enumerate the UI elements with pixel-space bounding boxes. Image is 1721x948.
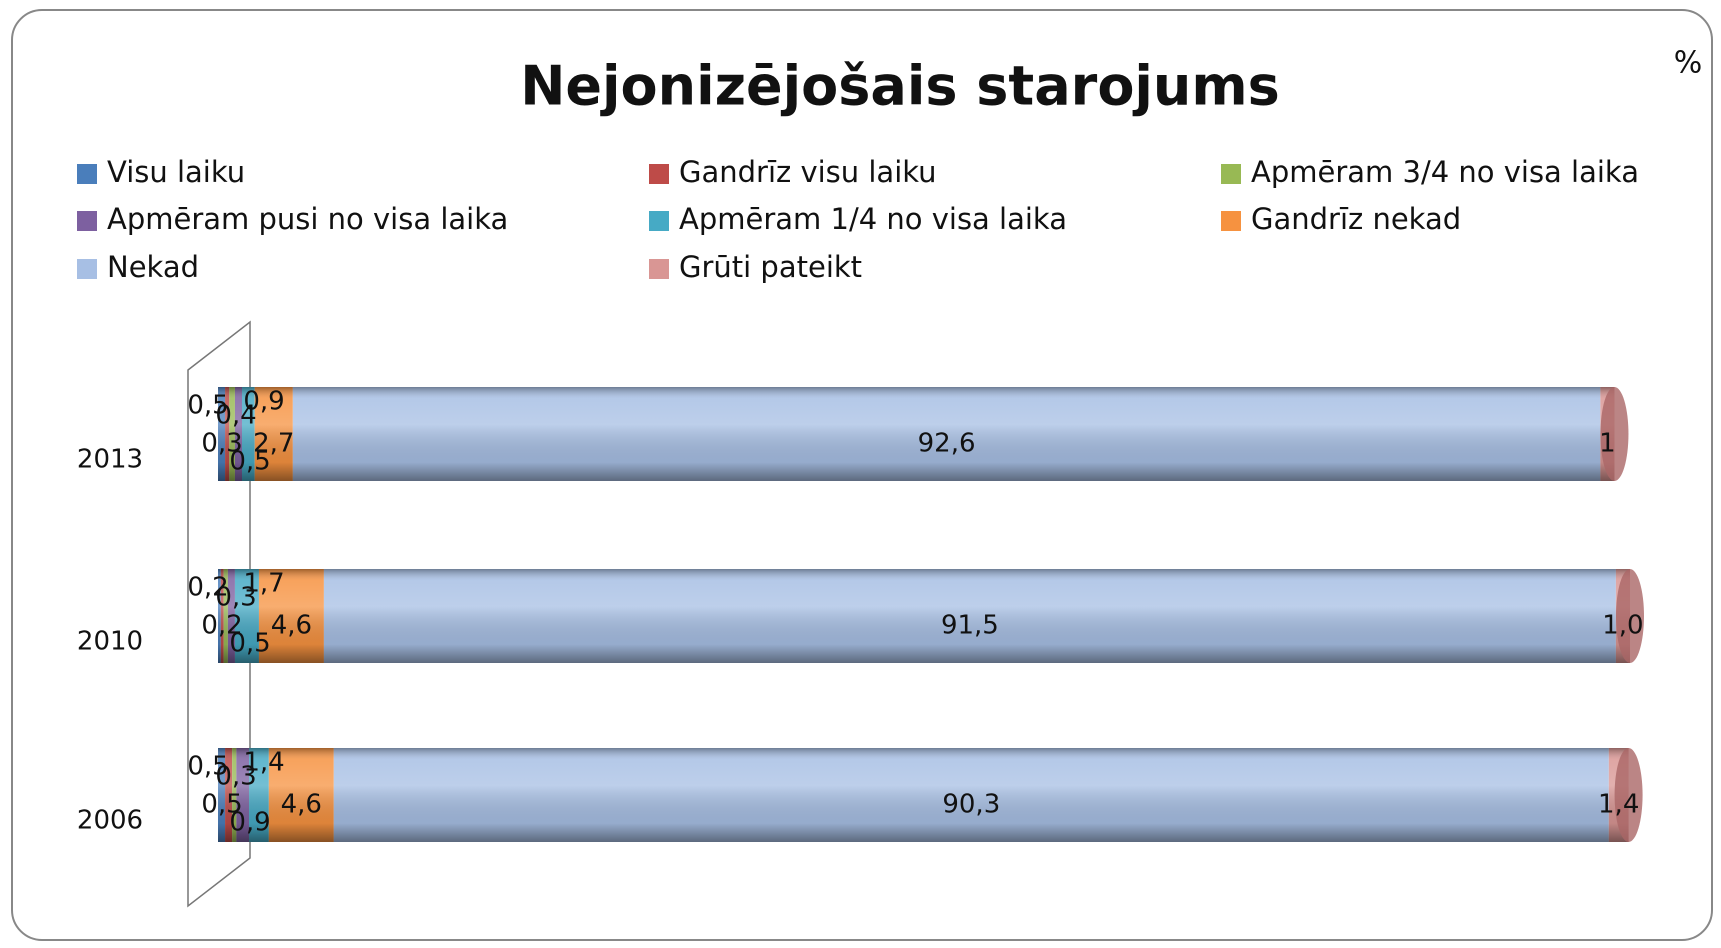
data-label: 4,6	[271, 611, 312, 641]
data-label: 0,4	[215, 401, 256, 431]
data-label: 1,4	[1598, 790, 1639, 820]
legend-swatch	[649, 259, 669, 279]
data-label: 0,3	[215, 583, 256, 613]
data-label: 2,7	[253, 429, 294, 459]
legend-swatch	[649, 211, 669, 231]
legend-swatch	[1221, 164, 1241, 184]
bar-cap	[1600, 387, 1629, 481]
legend-swatch	[649, 164, 669, 184]
data-label: 0,2	[187, 573, 228, 603]
data-label: 0,5	[229, 629, 270, 659]
data-label: 0,5	[187, 752, 228, 782]
data-label: 1,7	[243, 569, 284, 599]
data-label: 0,5	[187, 391, 228, 421]
data-label: 92,6	[918, 429, 976, 459]
data-label: 0,5	[201, 790, 242, 820]
y-tick-label: 2010	[77, 627, 143, 657]
y-tick-label: 2013	[77, 445, 143, 475]
legend-label: Gandrīz nekad	[1251, 202, 1461, 236]
axis-wall	[187, 320, 251, 908]
data-label: 90,3	[942, 790, 1000, 820]
chart-title: Nejonizējošais starojums	[520, 55, 1280, 118]
legend-swatch	[1221, 211, 1241, 231]
legend-label: Visu laiku	[107, 155, 245, 189]
legend-label: Apmēram 3/4 no visa laika	[1251, 155, 1639, 189]
unit-label: %	[1674, 46, 1703, 81]
legend-label: Apmēram 1/4 no visa laika	[679, 202, 1067, 236]
data-label: 0,2	[201, 611, 242, 641]
data-label: 1,4	[243, 748, 284, 778]
legend-label: Nekad	[107, 250, 199, 284]
legend-swatch	[77, 211, 97, 231]
legend-swatch	[77, 164, 97, 184]
bar-shade	[218, 748, 1629, 842]
bar-cap	[1614, 748, 1643, 842]
legend-label: Grūti pateikt	[679, 250, 862, 284]
data-label: 0,3	[201, 429, 242, 459]
y-tick-label: 2006	[77, 806, 143, 836]
data-label: 0,5	[229, 447, 270, 477]
data-label: 0,9	[229, 808, 270, 838]
data-label: 1,0	[1602, 611, 1643, 641]
bar-shade	[218, 569, 1630, 663]
bar-cap	[1616, 569, 1644, 663]
bar-shade	[218, 387, 1615, 481]
data-label: 4,6	[281, 790, 322, 820]
legend-label: Gandrīz visu laiku	[679, 155, 937, 189]
data-label: 0,9	[243, 387, 284, 417]
legend-swatch	[77, 259, 97, 279]
data-label: 91,5	[941, 611, 999, 641]
data-label: 0,3	[215, 762, 256, 792]
data-label: 1	[1599, 429, 1616, 459]
legend-label: Apmēram pusi no visa laika	[107, 202, 508, 236]
